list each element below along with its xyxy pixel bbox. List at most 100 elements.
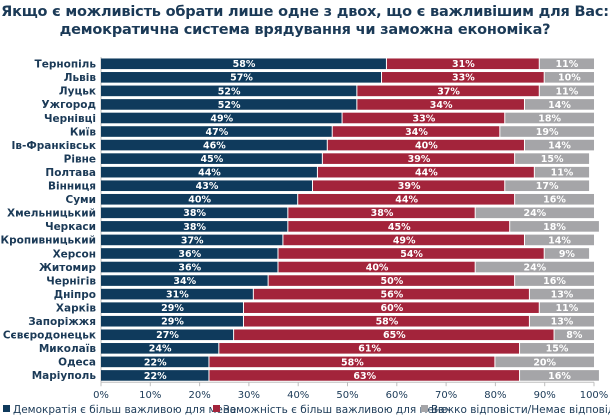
data-label: 16% xyxy=(543,195,566,206)
legend-label: Заможність є більш важливою для мене xyxy=(223,404,447,416)
bar-segment xyxy=(524,99,594,110)
category-label: Миколаїв xyxy=(39,343,97,355)
bar-segment xyxy=(539,302,594,313)
bar-segment xyxy=(386,58,539,70)
category-label: Ів-Франківськ xyxy=(11,140,96,152)
bar-segment xyxy=(332,126,500,137)
data-label: 19% xyxy=(536,127,559,138)
data-label: 24% xyxy=(149,344,172,355)
bar-segment xyxy=(101,261,278,273)
bar-segment xyxy=(101,275,268,286)
bar-segment xyxy=(534,166,590,178)
bar-segment xyxy=(278,248,544,259)
bar-segment xyxy=(101,153,322,164)
data-label: 15% xyxy=(541,154,564,165)
data-label: 44% xyxy=(415,168,438,179)
bar-segment xyxy=(243,302,539,313)
data-label: 15% xyxy=(546,344,569,355)
legend-swatch xyxy=(3,405,10,412)
bar-segment xyxy=(529,288,594,300)
x-tick-label: 100% xyxy=(580,390,609,401)
chart-title-line-2: демократична система врядування чи замож… xyxy=(59,22,551,38)
bar-segment xyxy=(539,85,594,97)
category-label: Рівне xyxy=(64,153,96,165)
category-label: Херсон xyxy=(53,248,96,260)
data-label: 38% xyxy=(183,208,206,219)
bar-segment xyxy=(529,315,594,327)
bar-segment xyxy=(101,234,283,246)
category-label: Черкаси xyxy=(45,221,96,233)
bar-segment xyxy=(515,153,590,164)
bar-segment xyxy=(298,193,515,205)
category-label: Дніпро xyxy=(54,289,96,301)
bar-segment xyxy=(312,180,505,192)
chart-title-line-1: Якщо є можливість обрати лише одне з дво… xyxy=(1,4,609,20)
bar-segment xyxy=(524,139,594,151)
bar-segment xyxy=(505,180,590,192)
data-label: 24% xyxy=(523,262,546,273)
data-label: 13% xyxy=(551,317,574,328)
bar-segment xyxy=(475,261,594,273)
bar-segment xyxy=(101,180,312,192)
data-label: 39% xyxy=(398,181,421,192)
data-label: 47% xyxy=(205,127,228,138)
x-tick-label: 10% xyxy=(139,390,161,401)
data-label: 34% xyxy=(405,127,428,138)
bar-segment xyxy=(544,72,594,83)
category-label: Кропивницький xyxy=(1,235,96,247)
bar-segment xyxy=(357,99,524,110)
bar-segment xyxy=(101,58,386,70)
bar-segment xyxy=(101,370,209,381)
bar-segment xyxy=(101,302,243,313)
category-label: Львів xyxy=(64,72,97,84)
data-label: 11% xyxy=(551,168,574,179)
data-label: 29% xyxy=(161,303,184,314)
bar-segment xyxy=(283,234,524,246)
bar-segment xyxy=(495,356,594,368)
data-label: 52% xyxy=(218,86,241,97)
bar-segment xyxy=(101,288,253,300)
data-label: 40% xyxy=(188,195,211,206)
bar-segment xyxy=(101,221,288,232)
data-label: 46% xyxy=(203,140,226,151)
data-label: 37% xyxy=(181,235,204,246)
category-label: Одеса xyxy=(58,357,96,369)
bar-segment xyxy=(554,329,594,341)
data-label: 29% xyxy=(161,317,184,328)
data-label: 24% xyxy=(523,208,546,219)
legend-swatch xyxy=(421,405,428,412)
data-label: 58% xyxy=(376,317,399,328)
bar-segment xyxy=(342,112,505,124)
category-label: Київ xyxy=(70,126,97,138)
data-label: 34% xyxy=(430,100,453,111)
legend-label: Демократія є більш важливою для мене xyxy=(13,404,236,416)
data-label: 11% xyxy=(556,86,579,97)
data-label: 13% xyxy=(551,290,574,301)
data-label: 36% xyxy=(178,262,201,273)
bar-segment xyxy=(219,343,520,354)
bar-segment xyxy=(101,343,219,354)
bar-segment xyxy=(234,329,554,341)
data-label: 34% xyxy=(173,276,196,287)
category-label: Запоріжжя xyxy=(28,316,96,328)
bar-segment xyxy=(253,288,529,300)
data-label: 17% xyxy=(536,181,559,192)
category-label: Хмельницький xyxy=(7,208,96,220)
data-label: 14% xyxy=(548,140,571,151)
data-label: 9% xyxy=(559,249,576,260)
data-label: 50% xyxy=(380,276,403,287)
data-label: 38% xyxy=(371,208,394,219)
bar-segment xyxy=(101,85,357,97)
data-label: 52% xyxy=(218,100,241,111)
legend-label: Важко відповісти/Немає відповіді xyxy=(431,404,610,416)
bar-segment xyxy=(322,153,515,164)
bar-segment xyxy=(101,329,234,341)
bar-segment xyxy=(101,72,382,83)
bar-segment xyxy=(515,193,594,205)
data-label: 27% xyxy=(156,330,179,341)
data-label: 60% xyxy=(380,303,403,314)
category-label: Вінниця xyxy=(48,181,96,193)
data-label: 39% xyxy=(408,154,431,165)
x-tick-label: 90% xyxy=(534,390,556,401)
